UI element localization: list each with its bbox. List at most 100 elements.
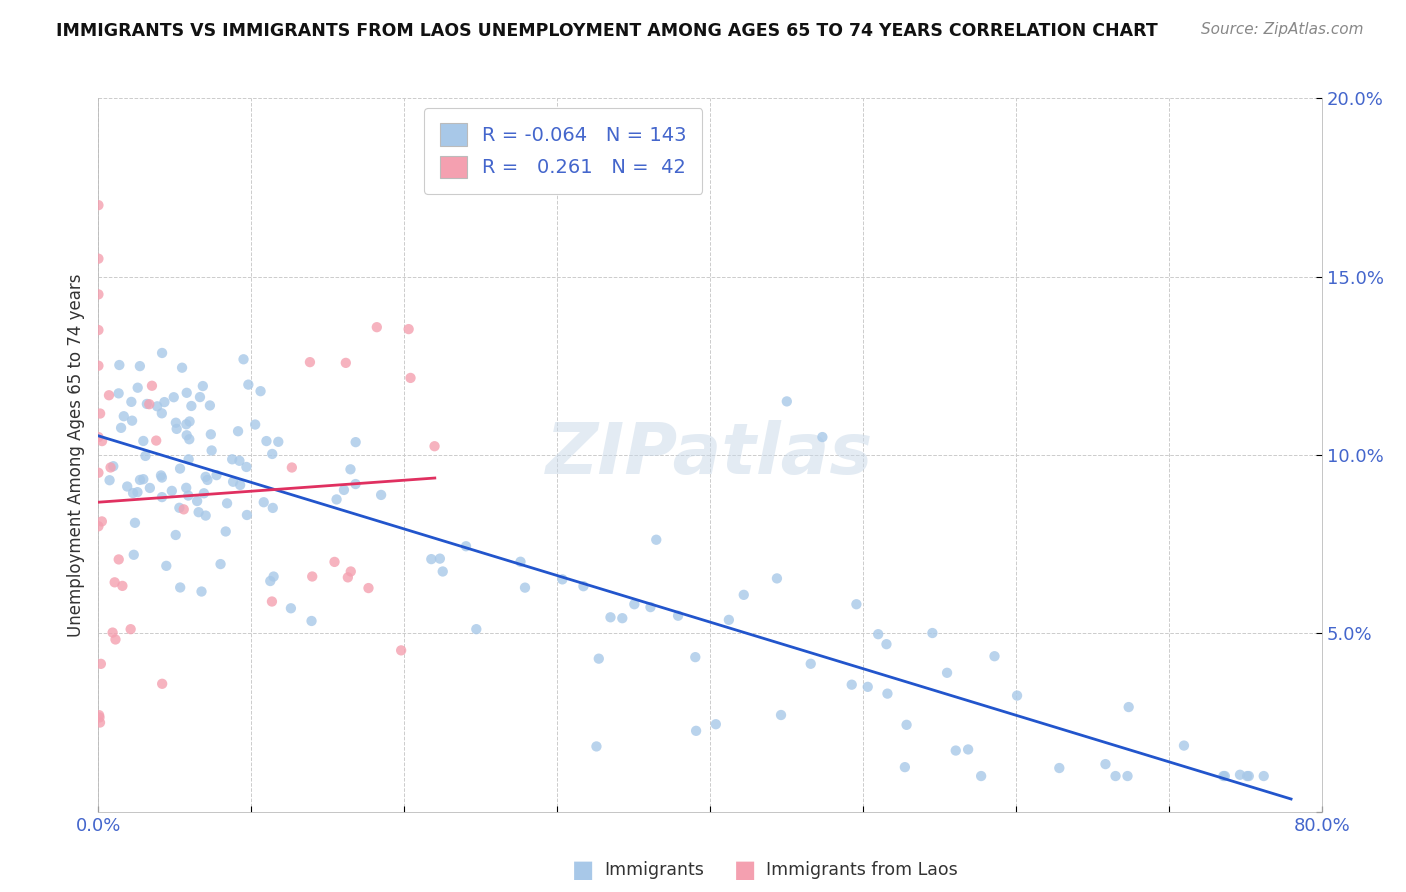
Point: [139, 481, 162, 495]
Point: [876, 687, 898, 701]
Point: [194, 470, 217, 484]
Point: [111, 579, 134, 593]
Point: [260, 594, 283, 608]
Point: [104, 632, 127, 647]
Point: [138, 397, 160, 411]
Point: [588, 651, 610, 665]
Point: [666, 608, 689, 623]
Point: [432, 565, 454, 579]
Point: [150, 470, 173, 484]
Point: [215, 524, 238, 539]
Point: [89, 407, 111, 421]
Point: [132, 434, 155, 448]
Point: [124, 516, 146, 530]
Point: [800, 657, 823, 671]
Point: [841, 678, 863, 692]
Legend: R = -0.064   N = 143, R =   0.261   N =  42: R = -0.064 N = 143, R = 0.261 N = 42: [425, 108, 703, 194]
Point: [205, 468, 228, 483]
Point: [122, 486, 145, 500]
Point: [163, 390, 186, 404]
Point: [176, 428, 198, 442]
Point: [127, 485, 149, 500]
Point: [128, 359, 150, 373]
Point: [1094, 757, 1116, 772]
Point: [98, 473, 121, 487]
Point: [87, 287, 110, 301]
Point: [112, 409, 135, 424]
Point: [87, 430, 110, 444]
Point: [1237, 769, 1260, 783]
Point: [423, 439, 446, 453]
Point: [101, 625, 124, 640]
Point: [769, 708, 792, 723]
Point: [339, 462, 361, 476]
Point: [169, 461, 191, 475]
Point: [811, 430, 834, 444]
Point: [229, 478, 252, 492]
Point: [90, 515, 112, 529]
Point: [856, 680, 879, 694]
Point: [1047, 761, 1070, 775]
Point: [766, 571, 789, 585]
Point: [200, 427, 222, 442]
Point: [110, 421, 132, 435]
Point: [259, 574, 281, 588]
Point: [454, 539, 477, 553]
Point: [301, 614, 323, 628]
Point: [132, 472, 155, 486]
Point: [107, 386, 129, 401]
Point: [150, 406, 173, 420]
Point: [104, 575, 127, 590]
Point: [127, 381, 149, 395]
Point: [1116, 769, 1139, 783]
Point: [263, 569, 285, 583]
Point: [194, 508, 217, 523]
Point: [134, 449, 156, 463]
Point: [217, 496, 239, 510]
Point: [87, 198, 110, 212]
Point: [370, 488, 392, 502]
Point: [87, 359, 110, 373]
Point: [91, 434, 114, 449]
Point: [165, 416, 187, 430]
Point: [551, 573, 574, 587]
Text: Source: ZipAtlas.com: Source: ZipAtlas.com: [1201, 22, 1364, 37]
Point: [87, 323, 110, 337]
Point: [366, 320, 388, 334]
Point: [280, 601, 302, 615]
Point: [936, 665, 959, 680]
Point: [226, 424, 249, 438]
Point: [868, 627, 890, 641]
Point: [89, 715, 111, 730]
Point: [232, 352, 254, 367]
Point: [333, 483, 356, 497]
Point: [325, 492, 347, 507]
Point: [150, 490, 173, 504]
Point: [572, 579, 595, 593]
Point: [253, 495, 276, 509]
Point: [190, 584, 212, 599]
Text: ZIPatlas: ZIPatlas: [547, 420, 873, 490]
Point: [1213, 769, 1236, 783]
Point: [120, 395, 142, 409]
Point: [894, 760, 917, 774]
Point: [875, 637, 897, 651]
Point: [150, 346, 173, 360]
Point: [89, 710, 111, 724]
Point: [339, 565, 361, 579]
Point: [120, 622, 142, 636]
Point: [153, 395, 176, 409]
Point: [201, 443, 224, 458]
Point: [776, 394, 799, 409]
Point: [235, 460, 257, 475]
Point: [135, 397, 157, 411]
Point: [623, 597, 645, 611]
Point: [165, 528, 187, 542]
Point: [121, 414, 143, 428]
Point: [399, 371, 422, 385]
Point: [1104, 769, 1126, 783]
Point: [89, 708, 111, 723]
Point: [513, 581, 536, 595]
Point: [155, 558, 177, 573]
Text: Immigrants from Laos: Immigrants from Laos: [766, 861, 957, 879]
